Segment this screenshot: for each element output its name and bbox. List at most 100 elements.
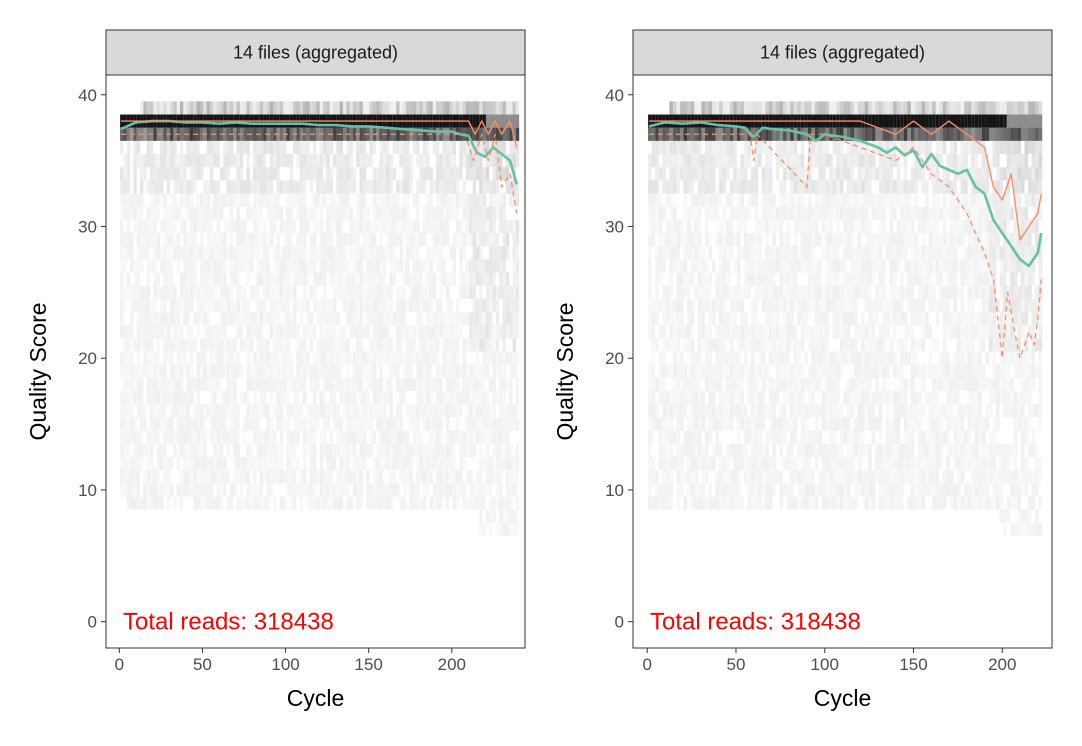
density-tile (733, 233, 737, 246)
density-tile (765, 378, 769, 391)
density-tile (775, 470, 780, 484)
density-tile (680, 127, 684, 141)
density-tile (183, 417, 187, 431)
density-tile (359, 285, 363, 299)
density-tile (446, 206, 450, 220)
density-tile (662, 246, 666, 260)
density-tile (216, 272, 220, 286)
density-tile (787, 299, 791, 312)
density-tile (309, 404, 314, 418)
density-tile (783, 325, 787, 338)
series-line-median (121, 120, 518, 148)
density-tile (409, 286, 412, 299)
density-tile (712, 140, 716, 155)
density-tile (482, 351, 486, 365)
density-tile (253, 457, 256, 470)
density-tile (479, 496, 483, 510)
density-tile (783, 101, 787, 115)
density-tile (393, 259, 396, 272)
density-tile (687, 207, 691, 220)
density-tile (768, 127, 773, 141)
density-tile (493, 325, 496, 338)
density-tile (217, 233, 220, 246)
density-tile (147, 246, 150, 259)
density-tile (389, 312, 392, 325)
density-tile (482, 127, 486, 141)
density-tile (475, 154, 480, 168)
density-tile (316, 101, 320, 115)
density-tile (259, 101, 264, 115)
density-tile (814, 298, 819, 313)
density-tile (290, 233, 293, 246)
density-tile (697, 496, 702, 510)
density-tile (146, 285, 151, 299)
density-tile (495, 140, 500, 155)
density-tile (814, 101, 819, 115)
density-tile (754, 443, 759, 457)
density-tile (362, 180, 367, 194)
density-tile (655, 417, 659, 431)
density-tile (811, 259, 815, 272)
density-tile (822, 219, 826, 234)
density-tile (269, 219, 274, 234)
density-tile (747, 101, 752, 115)
density-tile (819, 470, 823, 483)
density-tile (482, 193, 486, 207)
density-tile (462, 338, 466, 352)
density-tile (715, 364, 720, 378)
density-tile (253, 351, 257, 365)
x-tick-label: 150 (355, 655, 383, 674)
density-tile (402, 219, 407, 234)
density-tile (719, 101, 723, 115)
density-tile (153, 272, 157, 286)
density-tile (701, 457, 705, 471)
density-tile (850, 444, 854, 457)
density-tile (376, 352, 379, 365)
density-tile (708, 272, 713, 286)
density-tile (157, 312, 160, 325)
density-tile (509, 523, 512, 536)
density-tile (203, 457, 207, 471)
density-tile (386, 312, 390, 326)
density-tile (715, 443, 720, 457)
density-tile (313, 443, 317, 457)
density-tile (189, 140, 194, 155)
density-tile (303, 338, 307, 352)
density-tile (266, 457, 269, 470)
density-tile (259, 443, 264, 457)
density-tile (436, 140, 440, 155)
density-tile (372, 364, 377, 378)
density-tile (379, 127, 383, 141)
density-tile (506, 378, 509, 391)
density-tile (356, 220, 359, 233)
density-tile (442, 233, 447, 247)
density-tile (690, 351, 695, 365)
density-tile (790, 457, 794, 470)
density-tile (726, 273, 730, 286)
density-tile (226, 470, 230, 484)
density-tile (270, 457, 273, 470)
density-tile (446, 299, 449, 312)
density-tile (263, 220, 266, 233)
density-tile (240, 365, 243, 378)
density-tile (293, 457, 296, 470)
density-tile (186, 470, 190, 484)
density-tile (829, 404, 833, 418)
density-tile (260, 457, 263, 470)
density-tile (729, 246, 734, 260)
density-tile (747, 233, 752, 247)
density-tile (439, 443, 443, 457)
y-tick-label: 30 (78, 217, 97, 236)
density-tile (223, 470, 227, 484)
density-tile (783, 457, 787, 471)
density-tile (253, 325, 256, 338)
density-tile (783, 365, 787, 378)
density-tile (787, 286, 791, 299)
density-tile (819, 259, 823, 272)
density-tile (150, 404, 154, 418)
density-tile (722, 101, 727, 115)
density-tile (283, 496, 287, 510)
density-tile (233, 404, 237, 418)
density-tile (483, 523, 486, 536)
density-tile (701, 193, 705, 207)
